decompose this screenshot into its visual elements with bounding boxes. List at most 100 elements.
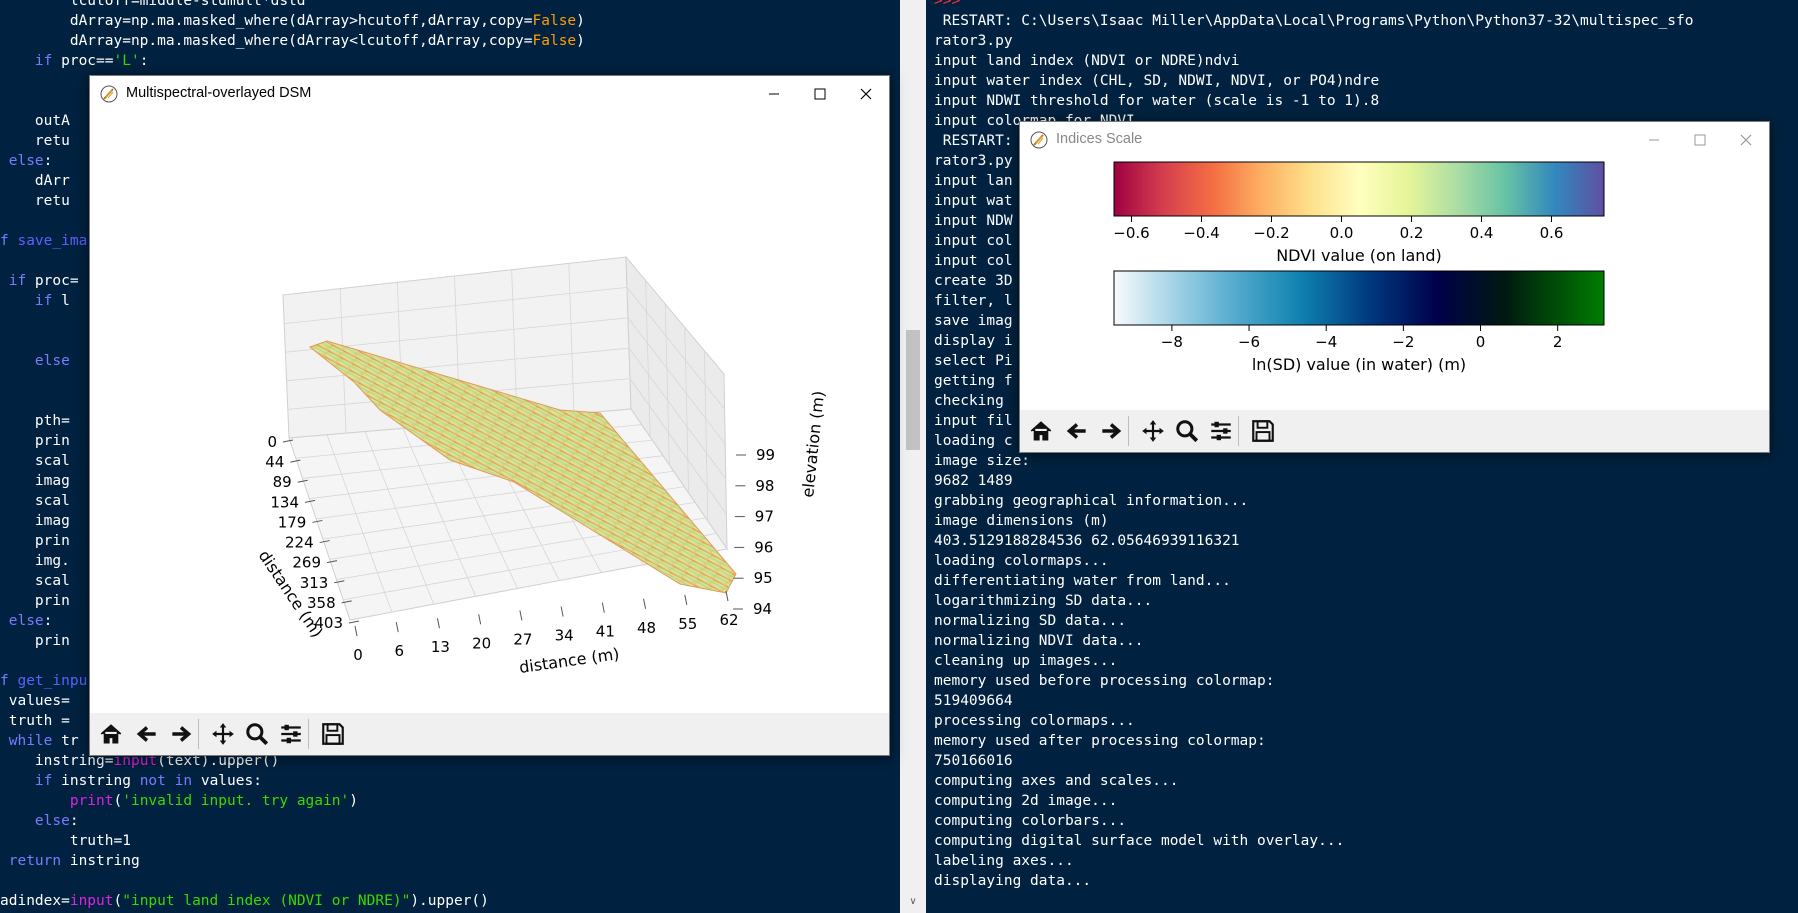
- y-tick-label: 179: [278, 513, 307, 531]
- scale-window-titlebar[interactable]: Indices Scale: [1020, 122, 1769, 158]
- x-tick-label: 34: [555, 627, 574, 645]
- indices-scale-window[interactable]: Indices Scale: [1019, 121, 1770, 453]
- back-icon: [136, 726, 156, 742]
- editor-line: else: [34, 353, 70, 369]
- x-tick-label: 27: [513, 630, 532, 648]
- scrollbar-thumb[interactable]: [906, 330, 920, 450]
- editor-line: else:: [8, 613, 53, 629]
- configure-subplots-button[interactable]: [1204, 414, 1238, 448]
- x-axis-ticks: 0 6 13 20 27 34 41 48 55 62: [353, 590, 739, 664]
- shell-output: >>> RESTART: C:\Users\Isaac Miller\AppDa…: [934, 0, 1720, 891]
- colorbar-tick-label: −0.6: [1113, 224, 1149, 242]
- editor-line: prin: [0, 593, 70, 609]
- toolbar-separator: [1128, 416, 1129, 446]
- x-tick-mark: [643, 598, 647, 609]
- x-tick-mark: [395, 622, 399, 633]
- forward-button[interactable]: [164, 717, 198, 751]
- dsm-toolbar: [90, 713, 889, 755]
- z-tick-label: 99: [756, 446, 775, 464]
- scale-window-title: Indices Scale: [1056, 131, 1143, 147]
- editor-line: prin: [0, 433, 70, 449]
- y-tick-mark: [304, 499, 316, 503]
- grid-line: [704, 350, 709, 522]
- close-icon: [1740, 134, 1752, 146]
- pan-button[interactable]: [1136, 414, 1170, 448]
- colorbar-tick-label: 0.6: [1540, 224, 1564, 242]
- minimize-icon: [1649, 139, 1659, 141]
- dsm-figure-window[interactable]: Multispectral-overlayed DSM: [89, 75, 890, 756]
- minimize-icon: [769, 93, 779, 95]
- maximize-button[interactable]: [797, 76, 843, 112]
- dsm-surface: [308, 340, 737, 594]
- save-icon: [322, 723, 344, 745]
- x-tick-label: 55: [678, 615, 697, 633]
- editor-line: imag: [0, 513, 70, 529]
- back-icon: [1066, 423, 1086, 439]
- x-tick-mark: [519, 610, 523, 621]
- y-tick-mark: [334, 580, 345, 584]
- grid-line: [326, 434, 393, 613]
- grid-line: [402, 428, 477, 597]
- configure-subplots-button[interactable]: [274, 717, 308, 751]
- forward-icon: [172, 726, 192, 742]
- grid-line: [364, 431, 435, 605]
- save-button[interactable]: [316, 717, 350, 751]
- forward-icon: [1102, 423, 1122, 439]
- minimize-button[interactable]: [1631, 122, 1677, 158]
- pan-button[interactable]: [206, 717, 240, 751]
- close-button[interactable]: [843, 76, 889, 112]
- grid-line: [511, 269, 518, 419]
- y-tick-label: 89: [273, 473, 292, 491]
- y-tick-label: 403: [314, 614, 343, 632]
- back-button[interactable]: [130, 717, 164, 751]
- x-axis-label: distance (m): [518, 644, 621, 677]
- z-tick-label: 98: [755, 477, 774, 495]
- x-tick-label: 48: [637, 619, 656, 637]
- scroll-down-arrow-icon[interactable]: ∨: [909, 896, 917, 907]
- save-icon: [1252, 420, 1274, 442]
- y-tick-label: 134: [270, 493, 299, 511]
- home-button[interactable]: [94, 717, 128, 751]
- home-button[interactable]: [1024, 414, 1058, 448]
- editor-line: outA: [0, 113, 70, 129]
- y-tick-mark: [319, 540, 330, 544]
- ndvi-colorbar: [1113, 161, 1605, 217]
- grid-line: [645, 280, 651, 438]
- editor-line: else:: [34, 813, 79, 829]
- colorbar-figure[interactable]: −0.6 −0.4 −0.2 0.0 0.2 0.4 0.6 NDVI value (on …: [1020, 158, 1769, 410]
- editor-line: return instring: [8, 853, 140, 869]
- x-tick-label: 0: [353, 646, 363, 664]
- x-tick-mark: [601, 602, 605, 613]
- grid-line: [568, 263, 575, 414]
- zoom-button[interactable]: [1170, 414, 1204, 448]
- dsm-window-titlebar[interactable]: Multispectral-overlayed DSM: [90, 76, 889, 112]
- editor-line: while tr: [8, 733, 79, 749]
- editor-line: imag: [0, 473, 70, 489]
- grid-line: [629, 378, 727, 515]
- x-tick-mark: [354, 625, 358, 637]
- editor-line: f save_ima: [0, 233, 88, 249]
- grid-line: [284, 287, 628, 324]
- z-tick-label: 96: [754, 538, 773, 556]
- zoom-button[interactable]: [240, 717, 274, 751]
- dsm-3d-plot[interactable]: 0 6 13 20 27 34 41 48 55 62 0 44 89 134 179 224 269 313 3…: [90, 112, 889, 707]
- close-button[interactable]: [1723, 122, 1769, 158]
- y-tick-mark: [348, 620, 360, 624]
- colorbar-tick-label: 0.0: [1330, 224, 1354, 242]
- editor-line: values=: [0, 693, 70, 709]
- python-feather-icon: [100, 85, 118, 103]
- colorbar-tick-label: −8: [1161, 333, 1183, 351]
- editor-line: pth=: [0, 413, 70, 429]
- y-tick-label: 44: [265, 453, 284, 471]
- forward-button[interactable]: [1094, 414, 1128, 448]
- zoom-icon: [1176, 420, 1199, 443]
- editor-scrollbar[interactable]: [905, 0, 921, 913]
- z-tick-label: 97: [755, 508, 774, 526]
- maximize-button[interactable]: [1677, 122, 1723, 158]
- save-button[interactable]: [1246, 414, 1280, 448]
- grid-line: [286, 347, 630, 382]
- editor-line: retu: [0, 133, 70, 149]
- back-button[interactable]: [1060, 414, 1094, 448]
- colorbar-tick-label: −0.2: [1253, 224, 1289, 242]
- minimize-button[interactable]: [751, 76, 797, 112]
